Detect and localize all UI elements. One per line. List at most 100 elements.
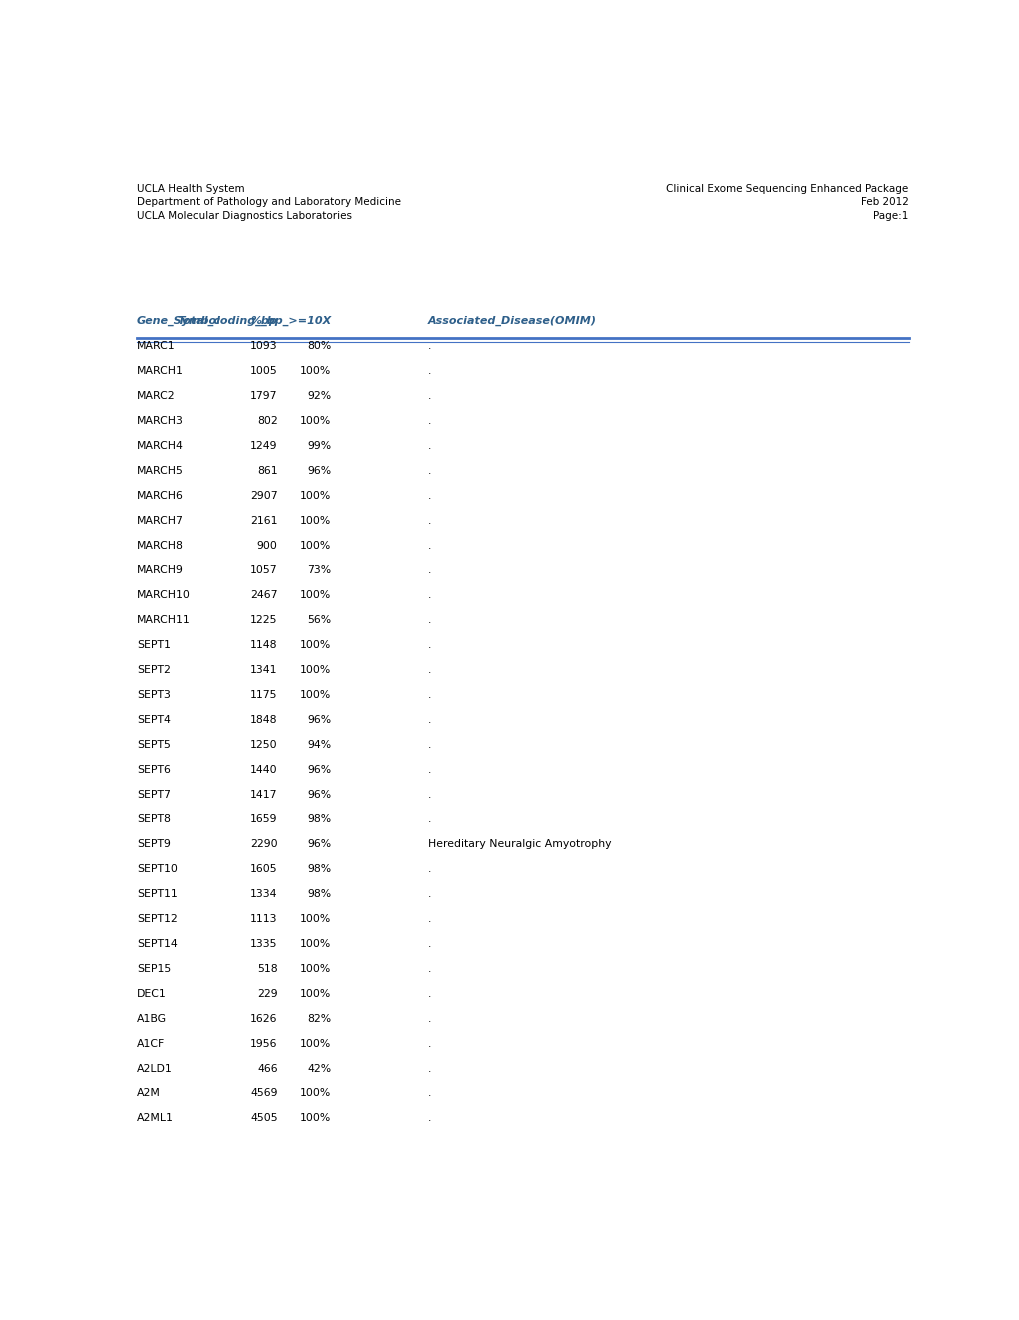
Text: SEPT12: SEPT12 xyxy=(137,913,177,924)
Text: Feb 2012: Feb 2012 xyxy=(860,197,908,207)
Text: 1335: 1335 xyxy=(250,939,277,949)
Text: .: . xyxy=(428,964,431,974)
Text: MARCH3: MARCH3 xyxy=(137,416,183,426)
Text: 1005: 1005 xyxy=(250,366,277,376)
Text: A2LD1: A2LD1 xyxy=(137,1064,172,1073)
Text: MARCH6: MARCH6 xyxy=(137,491,183,500)
Text: 2467: 2467 xyxy=(250,590,277,601)
Text: 100%: 100% xyxy=(300,640,331,651)
Text: SEPT8: SEPT8 xyxy=(137,814,171,825)
Text: 100%: 100% xyxy=(300,1039,331,1048)
Text: 1659: 1659 xyxy=(250,814,277,825)
Text: Gene_Symbol: Gene_Symbol xyxy=(137,315,221,326)
Text: 100%: 100% xyxy=(300,690,331,700)
Text: 1113: 1113 xyxy=(250,913,277,924)
Text: 2161: 2161 xyxy=(250,516,277,525)
Text: A2M: A2M xyxy=(137,1089,161,1098)
Text: 92%: 92% xyxy=(307,391,331,401)
Text: 96%: 96% xyxy=(307,840,331,849)
Text: MARCH11: MARCH11 xyxy=(137,615,191,626)
Text: 1148: 1148 xyxy=(250,640,277,651)
Text: .: . xyxy=(428,690,431,700)
Text: 100%: 100% xyxy=(300,913,331,924)
Text: .: . xyxy=(428,590,431,601)
Text: SEPT4: SEPT4 xyxy=(137,715,171,725)
Text: 96%: 96% xyxy=(307,764,331,775)
Text: 1417: 1417 xyxy=(250,789,277,800)
Text: 1848: 1848 xyxy=(250,715,277,725)
Text: 1175: 1175 xyxy=(250,690,277,700)
Text: SEPT9: SEPT9 xyxy=(137,840,171,849)
Text: MARCH9: MARCH9 xyxy=(137,565,183,576)
Text: .: . xyxy=(428,416,431,426)
Text: Total_coding_bp: Total_coding_bp xyxy=(177,315,277,326)
Text: Clinical Exome Sequencing Enhanced Package: Clinical Exome Sequencing Enhanced Packa… xyxy=(665,183,908,194)
Text: MARC1: MARC1 xyxy=(137,342,175,351)
Text: .: . xyxy=(428,565,431,576)
Text: 1093: 1093 xyxy=(250,342,277,351)
Text: 1250: 1250 xyxy=(250,739,277,750)
Text: 100%: 100% xyxy=(300,939,331,949)
Text: .: . xyxy=(428,342,431,351)
Text: 96%: 96% xyxy=(307,789,331,800)
Text: SEP15: SEP15 xyxy=(137,964,171,974)
Text: .: . xyxy=(428,989,431,999)
Text: .: . xyxy=(428,1014,431,1024)
Text: A2ML1: A2ML1 xyxy=(137,1113,173,1123)
Text: .: . xyxy=(428,640,431,651)
Text: 2290: 2290 xyxy=(250,840,277,849)
Text: 100%: 100% xyxy=(300,1113,331,1123)
Text: .: . xyxy=(428,913,431,924)
Text: .: . xyxy=(428,814,431,825)
Text: SEPT3: SEPT3 xyxy=(137,690,171,700)
Text: 100%: 100% xyxy=(300,665,331,675)
Text: .: . xyxy=(428,1089,431,1098)
Text: 73%: 73% xyxy=(307,565,331,576)
Text: %_bp_>=10X: %_bp_>=10X xyxy=(250,315,331,326)
Text: .: . xyxy=(428,715,431,725)
Text: UCLA Molecular Diagnostics Laboratories: UCLA Molecular Diagnostics Laboratories xyxy=(137,211,352,222)
Text: 99%: 99% xyxy=(307,441,331,451)
Text: 100%: 100% xyxy=(300,491,331,500)
Text: .: . xyxy=(428,939,431,949)
Text: SEPT5: SEPT5 xyxy=(137,739,171,750)
Text: 100%: 100% xyxy=(300,1089,331,1098)
Text: .: . xyxy=(428,865,431,874)
Text: .: . xyxy=(428,739,431,750)
Text: 1225: 1225 xyxy=(250,615,277,626)
Text: 1334: 1334 xyxy=(250,890,277,899)
Text: 802: 802 xyxy=(257,416,277,426)
Text: .: . xyxy=(428,1113,431,1123)
Text: MARC2: MARC2 xyxy=(137,391,175,401)
Text: .: . xyxy=(428,1039,431,1048)
Text: Associated_Disease(OMIM): Associated_Disease(OMIM) xyxy=(428,315,596,326)
Text: SEPT10: SEPT10 xyxy=(137,865,177,874)
Text: 2907: 2907 xyxy=(250,491,277,500)
Text: .: . xyxy=(428,615,431,626)
Text: MARCH10: MARCH10 xyxy=(137,590,191,601)
Text: SEPT1: SEPT1 xyxy=(137,640,171,651)
Text: 100%: 100% xyxy=(300,590,331,601)
Text: .: . xyxy=(428,441,431,451)
Text: 96%: 96% xyxy=(307,715,331,725)
Text: 466: 466 xyxy=(257,1064,277,1073)
Text: 98%: 98% xyxy=(307,890,331,899)
Text: 1956: 1956 xyxy=(250,1039,277,1048)
Text: 1605: 1605 xyxy=(250,865,277,874)
Text: Hereditary Neuralgic Amyotrophy: Hereditary Neuralgic Amyotrophy xyxy=(428,840,610,849)
Text: 861: 861 xyxy=(257,466,277,477)
Text: .: . xyxy=(428,665,431,675)
Text: 82%: 82% xyxy=(307,1014,331,1024)
Text: A1BG: A1BG xyxy=(137,1014,167,1024)
Text: SEPT6: SEPT6 xyxy=(137,764,171,775)
Text: 4569: 4569 xyxy=(250,1089,277,1098)
Text: A1CF: A1CF xyxy=(137,1039,165,1048)
Text: SEPT11: SEPT11 xyxy=(137,890,177,899)
Text: 98%: 98% xyxy=(307,865,331,874)
Text: .: . xyxy=(428,516,431,525)
Text: SEPT14: SEPT14 xyxy=(137,939,177,949)
Text: DEC1: DEC1 xyxy=(137,989,166,999)
Text: Page:1: Page:1 xyxy=(872,211,908,222)
Text: Department of Pathology and Laboratory Medicine: Department of Pathology and Laboratory M… xyxy=(137,197,400,207)
Text: 100%: 100% xyxy=(300,416,331,426)
